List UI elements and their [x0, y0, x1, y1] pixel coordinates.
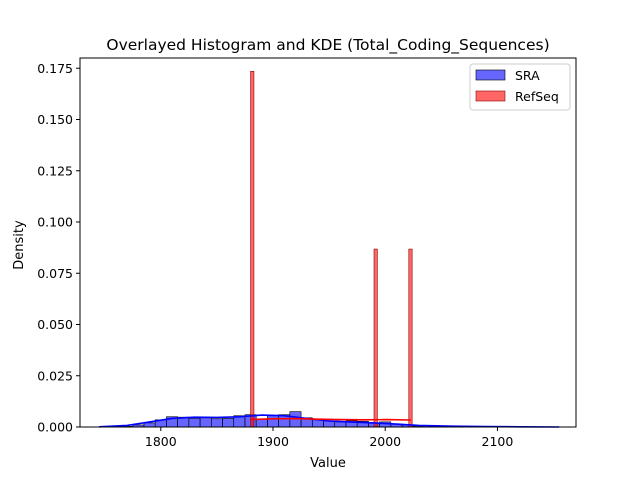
y-tick-label: 0.125 [37, 163, 73, 178]
sra-histogram-bar [143, 422, 156, 428]
x-tick-label: 1800 [145, 434, 177, 449]
y-tick-label: 0.050 [37, 317, 73, 332]
axes-frame [79, 57, 577, 428]
sra-histogram-bar [222, 418, 235, 428]
refseq-histogram-bar [373, 248, 378, 428]
axes: 1800 1900 2000 2100 0.000 0.025 0.050 0.075 0.10… [37, 57, 577, 449]
refseq-histogram-bar [250, 71, 255, 428]
y-tick-label: 0.075 [37, 266, 73, 281]
sra-histogram-bar [210, 418, 223, 428]
legend-swatch-refseq [475, 90, 506, 102]
refseq-kde-line [250, 417, 412, 421]
x-tick-label: 1900 [257, 434, 289, 449]
chart-title: Overlayed Histogram and KDE (Total_Codin… [106, 36, 549, 55]
legend-swatch-sra [475, 69, 506, 81]
y-tick-label: 0.100 [37, 215, 73, 230]
sra-histogram-bar [199, 417, 212, 428]
y-tick-label: 0.175 [37, 61, 73, 76]
legend-label-sra: SRA [515, 68, 540, 83]
x-tick-label: 2100 [482, 434, 514, 449]
y-tick-label: 0.150 [37, 112, 73, 127]
sra-histogram-bar [188, 418, 201, 428]
sra-histogram-bar [334, 421, 347, 428]
legend-label-refseq: RefSeq [515, 89, 559, 104]
y-tick-label: 0.025 [37, 368, 73, 383]
x-axis-label: Value [310, 456, 346, 471]
y-axis-label: Density [12, 220, 27, 270]
sra-histogram-bar [267, 415, 279, 428]
x-tick-label: 2000 [369, 434, 401, 449]
y-tick-label: 0.000 [37, 420, 73, 435]
legend: SRA RefSeq [469, 63, 571, 111]
sra-histogram-bar [311, 419, 324, 428]
refseq-histogram-bar [408, 248, 413, 428]
